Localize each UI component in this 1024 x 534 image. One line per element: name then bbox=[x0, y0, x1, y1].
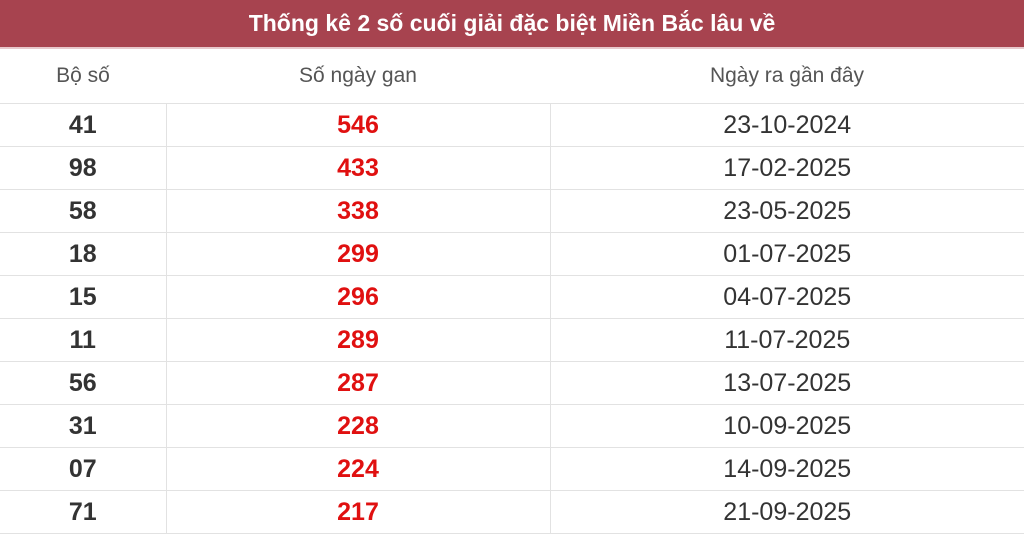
last-date-cell: 01-07-2025 bbox=[549, 232, 1024, 276]
number-cell: 58 bbox=[0, 189, 166, 233]
days-cell: 433 bbox=[165, 146, 550, 190]
days-cell: 338 bbox=[165, 189, 550, 233]
last-date-cell: 10-09-2025 bbox=[549, 404, 1024, 448]
days-cell: 289 bbox=[165, 318, 550, 362]
table-row: 58 338 23-05-2025 bbox=[0, 189, 1024, 233]
table-row: 31 228 10-09-2025 bbox=[0, 404, 1024, 448]
last-date-cell: 17-02-2025 bbox=[549, 146, 1024, 190]
table-title: Thống kê 2 số cuối giải đặc biệt Miền Bắ… bbox=[0, 0, 1024, 49]
table-row: 41 546 23-10-2024 bbox=[0, 103, 1024, 147]
number-cell: 11 bbox=[0, 318, 166, 362]
days-cell: 228 bbox=[165, 404, 550, 448]
table-row: 71 217 21-09-2025 bbox=[0, 490, 1024, 534]
table-row: 11 289 11-07-2025 bbox=[0, 318, 1024, 362]
number-cell: 15 bbox=[0, 275, 166, 319]
stats-table: Bộ số Số ngày gan Ngày ra gần đây 41 546 2… bbox=[0, 49, 1024, 534]
days-cell: 546 bbox=[165, 103, 550, 147]
number-cell: 18 bbox=[0, 232, 166, 276]
header-row: Bộ số Số ngày gan Ngày ra gần đây bbox=[0, 49, 1024, 104]
days-cell: 287 bbox=[165, 361, 550, 405]
number-cell: 07 bbox=[0, 447, 166, 491]
number-cell: 31 bbox=[0, 404, 166, 448]
last-date-cell: 04-07-2025 bbox=[549, 275, 1024, 319]
days-cell: 296 bbox=[165, 275, 550, 319]
table-row: 18 299 01-07-2025 bbox=[0, 232, 1024, 276]
last-date-cell: 21-09-2025 bbox=[549, 490, 1024, 534]
days-cell: 224 bbox=[165, 447, 550, 491]
number-cell: 41 bbox=[0, 103, 166, 147]
number-cell: 56 bbox=[0, 361, 166, 405]
number-cell: 98 bbox=[0, 146, 166, 190]
days-cell: 299 bbox=[165, 232, 550, 276]
column-header-last-date: Ngày ra gần đây bbox=[550, 49, 1024, 104]
table-row: 56 287 13-07-2025 bbox=[0, 361, 1024, 405]
last-date-cell: 23-10-2024 bbox=[549, 103, 1024, 147]
number-cell: 71 bbox=[0, 490, 166, 534]
last-date-cell: 14-09-2025 bbox=[549, 447, 1024, 491]
table-row: 98 433 17-02-2025 bbox=[0, 146, 1024, 190]
last-date-cell: 11-07-2025 bbox=[549, 318, 1024, 362]
days-cell: 217 bbox=[165, 490, 550, 534]
last-date-cell: 23-05-2025 bbox=[549, 189, 1024, 233]
column-header-days: Số ngày gan bbox=[166, 49, 550, 104]
column-header-number: Bộ số bbox=[0, 49, 166, 104]
table-row: 07 224 14-09-2025 bbox=[0, 447, 1024, 491]
table-row: 15 296 04-07-2025 bbox=[0, 275, 1024, 319]
last-date-cell: 13-07-2025 bbox=[549, 361, 1024, 405]
